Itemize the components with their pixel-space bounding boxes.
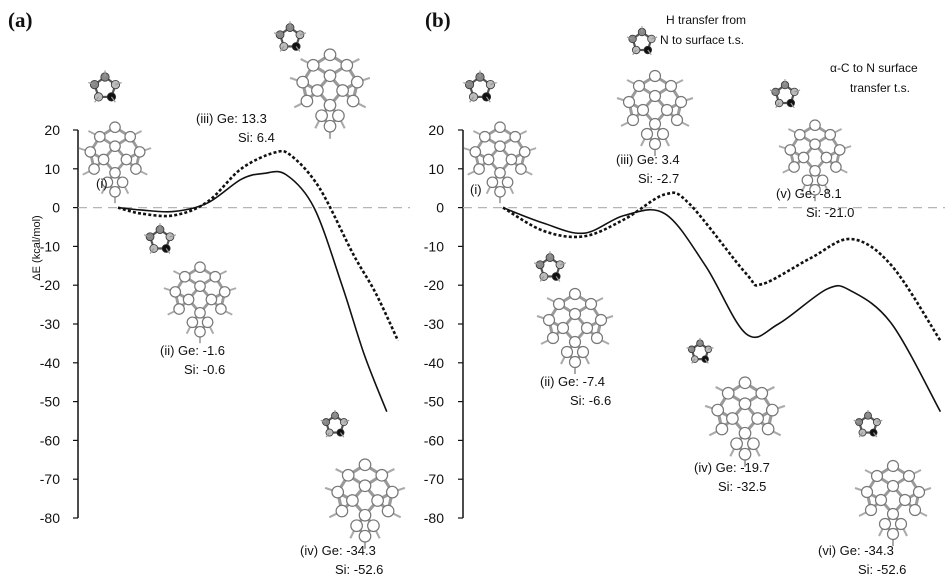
y-tick-label-b-10: -80	[424, 510, 444, 526]
surface-cluster-b-iv	[704, 376, 786, 467]
molecule-ring-b-vi	[853, 410, 883, 438]
molecule-ring-b-v	[769, 79, 801, 109]
y-tick-label-a-7: -50	[40, 394, 60, 410]
surface-cluster-a-iv	[324, 458, 406, 549]
label-b-vi-ge: (vi) Ge: -34.3	[818, 543, 894, 558]
label-b-i: (i)	[470, 182, 482, 197]
panel-label-b: (b)	[425, 8, 451, 32]
surface-cluster-b-vi	[854, 459, 932, 546]
surface-cluster-a-ii	[163, 261, 237, 344]
molecule-ring-b-iv	[686, 337, 714, 364]
molecule-ring-b-ii	[533, 251, 567, 282]
series-dotted-b	[502, 191, 942, 342]
surface-cluster-b-ii	[536, 287, 614, 374]
y-tick-label-b-0: 20	[428, 122, 444, 138]
series-panel-a	[117, 149, 400, 412]
y-tick-label-b-9: -70	[424, 471, 444, 487]
y-tick-label-a-3: -10	[40, 238, 60, 254]
y-tick-label-b-3: -10	[424, 238, 444, 254]
y-tick-label-b-8: -60	[424, 432, 444, 448]
panel-label-a: (a)	[8, 8, 33, 32]
series-panel-b	[502, 191, 942, 413]
y-tick-label-b-1: 10	[428, 161, 444, 177]
label-b-vi-si: Si: -52.6	[858, 562, 906, 575]
label-b-iii-si: Si: -2.7	[638, 171, 679, 186]
series-solid-b	[502, 206, 942, 413]
label-b-iv-si: Si: -32.5	[718, 479, 766, 494]
label-b-v-ge: (v) Ge: -8.1	[776, 186, 842, 201]
y-tick-label-b-4: -20	[424, 277, 444, 293]
y-tick-label-a-6: -40	[40, 355, 60, 371]
y-axis-panel-b: 20 10 0 -10 -20 -30 -40 -50 -60 -70 -80	[424, 122, 945, 526]
label-a-iv-si: Si: -52.6	[335, 562, 383, 575]
annotation-h-transfer-line1: H transfer from	[666, 13, 746, 27]
y-tick-label-a-4: -20	[40, 277, 60, 293]
y-tick-label-a-9: -70	[40, 471, 60, 487]
annotation-h-transfer-line2: N to surface t.s.	[660, 33, 744, 47]
molecule-ring-b-iii	[626, 26, 658, 56]
y-tick-label-a-10: -80	[40, 510, 60, 526]
label-b-ii-ge: (ii) Ge: -7.4	[540, 374, 605, 389]
molecule-ring-b-i	[463, 70, 497, 103]
label-b-iii-ge: (iii) Ge: 3.4	[616, 152, 680, 167]
y-tick-label-a-5: -30	[40, 316, 60, 332]
molecule-ring-a-iii	[273, 21, 307, 52]
molecule-ring-a-i	[88, 70, 122, 103]
label-a-ii-ge: (ii) Ge: -1.6	[160, 343, 225, 358]
surface-cluster-b-v	[778, 119, 852, 202]
label-b-ii-si: Si: -6.6	[570, 393, 611, 408]
surface-cluster-a-i	[78, 121, 152, 204]
label-b-v-si: Si: -21.0	[806, 205, 854, 220]
y-tick-label-b-6: -40	[424, 355, 444, 371]
series-solid-a	[117, 170, 388, 412]
series-dotted-a	[117, 149, 400, 342]
label-a-i: (i)	[96, 176, 108, 191]
y-axis-panel-a: 20 10 0 -10 -20 -30 -40 -50 -60 -70 -80	[40, 122, 410, 526]
label-a-iv-ge: (iv) Ge: -34.3	[300, 543, 376, 558]
molecule-ring-a-ii	[143, 223, 177, 254]
y-tick-label-a-2: 0	[52, 200, 60, 216]
y-tick-label-a-1: 10	[44, 161, 60, 177]
annotation-ac-transfer-line2: transfer t.s.	[850, 81, 910, 95]
y-tick-label-b-7: -50	[424, 394, 444, 410]
y-tick-label-a-8: -60	[40, 432, 60, 448]
surface-cluster-b-i	[463, 121, 537, 204]
label-a-iii-ge: (iii) Ge: 13.3	[196, 111, 267, 126]
y-axis-label: ΔE (kcal/mol)	[31, 215, 43, 280]
label-b-iv-ge: (iv) Ge: -19.7	[694, 460, 770, 475]
annotation-ac-transfer-line1: α-C to N surface	[830, 61, 918, 75]
molecular-structures	[78, 21, 932, 549]
y-tick-label-b-5: -30	[424, 316, 444, 332]
label-a-ii-si: Si: -0.6	[184, 362, 225, 377]
surface-cluster-b-iii	[616, 69, 694, 156]
surface-cluster-a-iii	[289, 48, 371, 139]
y-tick-label-a-0: 20	[44, 122, 60, 138]
y-tick-label-b-2: 0	[436, 200, 444, 216]
molecule-ring-a-iv	[320, 410, 350, 438]
label-a-iii-si: Si: 6.4	[238, 130, 275, 145]
